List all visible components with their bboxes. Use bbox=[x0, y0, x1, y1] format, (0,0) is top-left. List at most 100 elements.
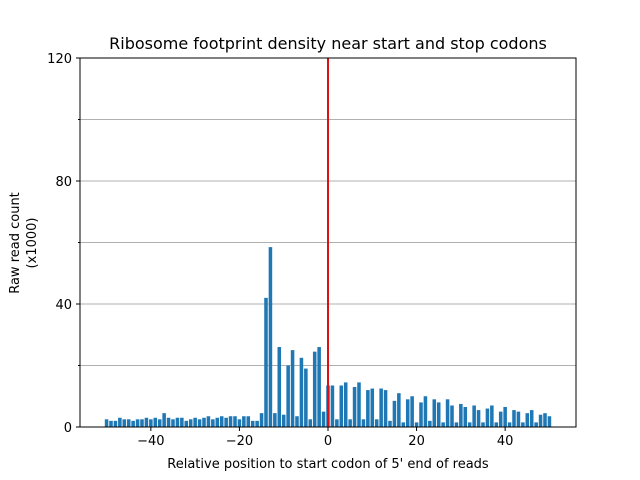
bar bbox=[277, 347, 282, 427]
bar bbox=[525, 413, 530, 427]
bar bbox=[397, 393, 401, 427]
bar bbox=[503, 407, 507, 427]
y-tick-label: 40 bbox=[55, 298, 72, 313]
bar bbox=[432, 399, 437, 427]
bar bbox=[118, 417, 122, 427]
bar bbox=[255, 420, 259, 427]
bar bbox=[459, 403, 463, 427]
bar bbox=[450, 405, 454, 427]
bar bbox=[401, 422, 406, 427]
bar bbox=[423, 396, 428, 427]
bar bbox=[392, 400, 397, 427]
bar bbox=[286, 365, 290, 427]
bar bbox=[490, 405, 494, 427]
bar bbox=[481, 422, 485, 427]
bar bbox=[308, 419, 313, 427]
bar bbox=[361, 419, 366, 427]
bar bbox=[494, 422, 499, 427]
bar bbox=[237, 419, 242, 427]
bar bbox=[388, 420, 392, 427]
bar bbox=[211, 419, 215, 427]
bar bbox=[463, 407, 468, 427]
bar bbox=[242, 416, 246, 427]
bar bbox=[521, 422, 525, 427]
bar bbox=[410, 396, 414, 427]
x-tick-label: 20 bbox=[408, 434, 425, 449]
bar bbox=[290, 350, 295, 428]
bar bbox=[321, 411, 326, 428]
bar bbox=[233, 416, 237, 427]
bar bbox=[516, 411, 521, 428]
bar bbox=[366, 390, 370, 427]
bar bbox=[171, 419, 175, 427]
bar bbox=[436, 402, 441, 427]
bar bbox=[538, 414, 543, 427]
bar bbox=[144, 417, 149, 427]
bar bbox=[135, 419, 140, 427]
x-tick-label: 0 bbox=[324, 434, 332, 449]
bar bbox=[534, 422, 538, 427]
bar bbox=[131, 420, 135, 427]
bar bbox=[312, 351, 317, 427]
bar bbox=[547, 416, 552, 427]
x-axis-label: Relative position to start codon of 5' e… bbox=[167, 457, 489, 472]
bar bbox=[441, 422, 445, 427]
bar bbox=[162, 413, 166, 427]
bar bbox=[153, 417, 158, 427]
bar bbox=[374, 419, 379, 427]
bar bbox=[281, 414, 286, 427]
bar bbox=[405, 399, 410, 427]
bar bbox=[259, 413, 264, 427]
bar bbox=[304, 368, 308, 427]
bar bbox=[188, 419, 193, 427]
y-tick-label: 0 bbox=[64, 421, 72, 436]
x-tick-label: −20 bbox=[226, 434, 253, 449]
bar bbox=[224, 417, 228, 427]
bar bbox=[157, 419, 162, 427]
x-tick-label: 40 bbox=[497, 434, 514, 449]
bar bbox=[264, 297, 268, 427]
bar bbox=[379, 388, 383, 427]
bar bbox=[215, 417, 220, 427]
bar bbox=[149, 419, 153, 427]
bar bbox=[507, 422, 512, 427]
y-axis-label-line-1: Raw read count bbox=[8, 192, 23, 294]
bar bbox=[335, 419, 339, 427]
bar bbox=[122, 419, 127, 427]
bar bbox=[193, 417, 197, 427]
bar bbox=[472, 405, 476, 427]
x-tick-label: −40 bbox=[137, 434, 164, 449]
bar bbox=[428, 420, 432, 427]
bar bbox=[529, 410, 534, 427]
bar bbox=[467, 422, 472, 427]
bar bbox=[166, 417, 171, 427]
bar bbox=[197, 419, 202, 427]
bar bbox=[250, 420, 255, 427]
bar bbox=[512, 410, 516, 427]
bar bbox=[113, 420, 118, 427]
bar bbox=[370, 388, 375, 427]
bar bbox=[268, 247, 273, 427]
bars-layer bbox=[104, 247, 552, 428]
bar bbox=[295, 416, 299, 427]
bar bbox=[109, 420, 113, 427]
bar bbox=[419, 402, 423, 427]
bar bbox=[357, 382, 361, 427]
bar bbox=[343, 382, 348, 427]
bar bbox=[299, 357, 304, 427]
bar bbox=[140, 419, 144, 427]
bar bbox=[202, 417, 206, 427]
chart-title: Ribosome footprint density near start an… bbox=[109, 34, 547, 53]
bar bbox=[445, 399, 450, 427]
bar bbox=[273, 413, 277, 427]
y-tick-label: 80 bbox=[55, 175, 72, 190]
bar bbox=[330, 385, 335, 427]
bar bbox=[104, 419, 109, 427]
bar bbox=[476, 410, 481, 427]
y-tick-label: 120 bbox=[47, 52, 72, 67]
bar bbox=[317, 347, 321, 427]
bar bbox=[383, 390, 388, 427]
bar bbox=[543, 413, 547, 427]
bar bbox=[219, 416, 224, 427]
